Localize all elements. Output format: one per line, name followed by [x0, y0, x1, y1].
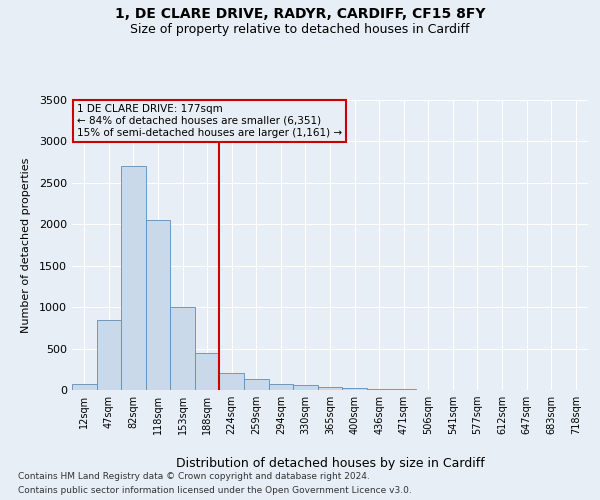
- Bar: [244, 379, 269, 390]
- Text: Contains public sector information licensed under the Open Government Licence v3: Contains public sector information licen…: [18, 486, 412, 495]
- Bar: [269, 384, 293, 390]
- Text: Size of property relative to detached houses in Cardiff: Size of property relative to detached ho…: [130, 22, 470, 36]
- Y-axis label: Number of detached properties: Number of detached properties: [20, 158, 31, 332]
- Bar: [195, 352, 220, 390]
- Bar: [318, 386, 342, 390]
- Bar: [342, 388, 367, 390]
- Bar: [121, 166, 146, 390]
- Text: 1, DE CLARE DRIVE, RADYR, CARDIFF, CF15 8FY: 1, DE CLARE DRIVE, RADYR, CARDIFF, CF15 …: [115, 8, 485, 22]
- Bar: [220, 374, 244, 390]
- Text: Contains HM Land Registry data © Crown copyright and database right 2024.: Contains HM Land Registry data © Crown c…: [18, 472, 370, 481]
- Bar: [146, 220, 170, 390]
- Text: 1 DE CLARE DRIVE: 177sqm
← 84% of detached houses are smaller (6,351)
15% of sem: 1 DE CLARE DRIVE: 177sqm ← 84% of detach…: [77, 104, 342, 138]
- Bar: [293, 385, 318, 390]
- Bar: [170, 307, 195, 390]
- Bar: [72, 384, 97, 390]
- Bar: [367, 389, 391, 390]
- Text: Distribution of detached houses by size in Cardiff: Distribution of detached houses by size …: [176, 458, 484, 470]
- Bar: [97, 320, 121, 390]
